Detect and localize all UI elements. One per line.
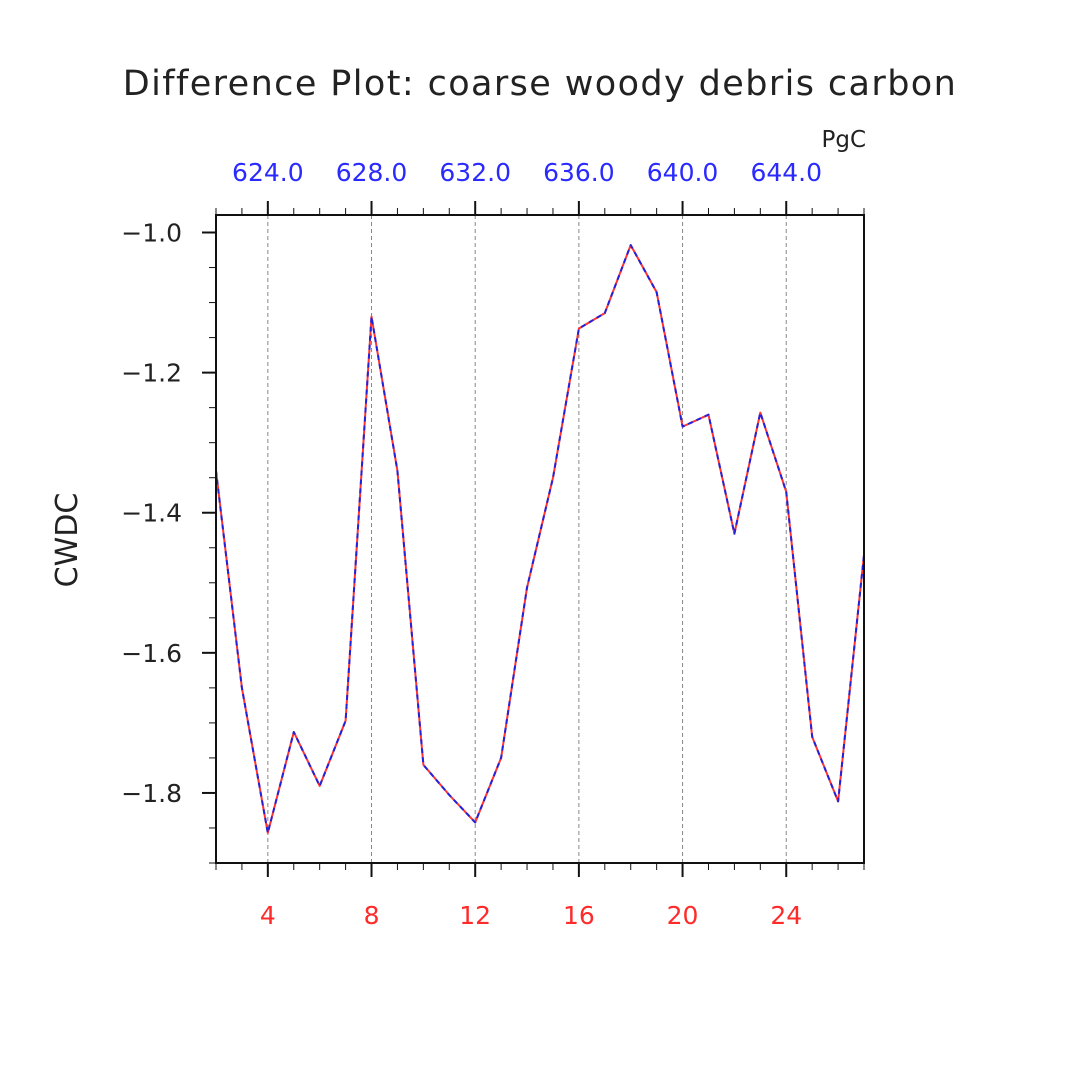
x-bottom-tick-label-4: 20 [667,901,699,930]
y-tick-label-1: −1.2 [121,359,182,388]
x-bottom-tick-label-1: 8 [364,901,380,930]
plot-frame [215,214,865,864]
x-bottom-tick-label-2: 12 [459,901,491,930]
data-series [215,244,865,834]
y-tick-label-3: −1.6 [121,639,182,668]
x-top-tick-label-4: 640.0 [647,158,719,187]
chart-title: Difference Plot: coarse woody debris car… [123,64,957,104]
y-tick-label-2: −1.4 [121,499,182,528]
x-top-tick-label-5: 644.0 [750,158,822,187]
x-bottom-tick-label-3: 16 [563,901,595,930]
y-tick-label-4: −1.8 [121,779,182,808]
top-axis-units: PgC [821,127,866,153]
x-bottom-tick-label-0: 4 [260,901,276,930]
x-top-tick-label-1: 628.0 [336,158,408,187]
y-tick-label-0: −1.0 [121,219,182,248]
axis-ticks [202,201,865,877]
x-bottom-tick-label-5: 24 [770,901,802,930]
x-top-tick-label-2: 632.0 [439,158,511,187]
x-top-tick-label-3: 636.0 [543,158,615,187]
series-line-1 [215,244,865,834]
y-axis-label: CWDC [50,493,85,588]
tick-labels: 4 8 12 16 20 24 624.0 628.0 632.0 636.0 640.0 644.0… [121,158,822,930]
x-top-tick-label-0: 624.0 [232,158,304,187]
